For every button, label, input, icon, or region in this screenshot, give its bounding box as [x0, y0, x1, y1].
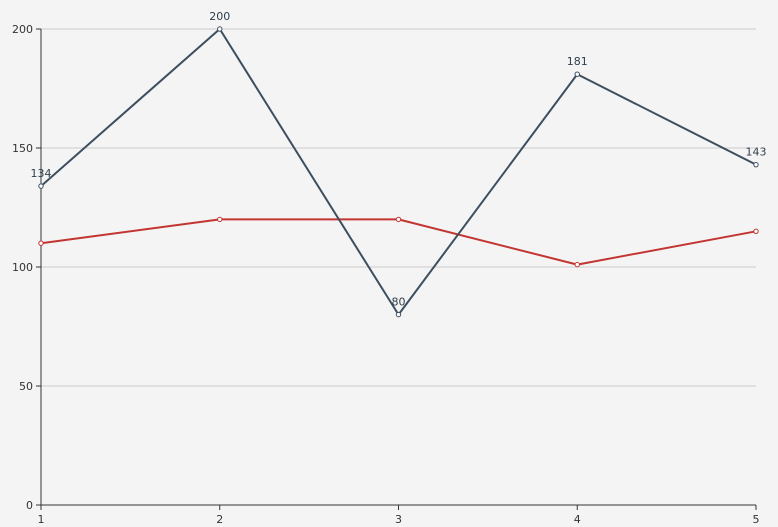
- series-0-point[interactable]: [574, 71, 580, 77]
- series-lines: [38, 26, 759, 318]
- y-tick-label: 0: [26, 499, 33, 512]
- series-1-point[interactable]: [574, 261, 580, 268]
- y-tick-label: 50: [19, 380, 33, 393]
- x-tick-label: 3: [395, 513, 402, 526]
- series-line-0: [40, 28, 757, 316]
- data-labels: 134 200 80 181 143: [31, 10, 767, 309]
- series-1-point[interactable]: [38, 240, 44, 246]
- y-tick-label: 150: [12, 142, 33, 155]
- x-tick-label: 1: [38, 513, 45, 526]
- axes: 0 50 100 150 200 1 2 3 4 5: [12, 23, 760, 526]
- data-label: 143: [746, 146, 767, 159]
- series-0-point[interactable]: [395, 311, 402, 318]
- grid-lines: [41, 28, 756, 387]
- data-label: 181: [567, 55, 588, 68]
- y-tick-label: 100: [12, 261, 33, 274]
- series-0-point[interactable]: [753, 161, 759, 168]
- series-0-point[interactable]: [217, 26, 223, 32]
- y-tick-label: 200: [12, 23, 33, 36]
- series-1-point[interactable]: [395, 216, 402, 223]
- series-1-point[interactable]: [753, 228, 759, 235]
- data-label: 134: [31, 167, 52, 180]
- x-tick-label: 2: [216, 513, 223, 526]
- x-tick-label: 4: [574, 513, 581, 526]
- data-label: 200: [209, 10, 230, 23]
- data-label: 80: [392, 296, 406, 309]
- series-line-1: [40, 218, 757, 266]
- series-0-point[interactable]: [38, 183, 44, 189]
- x-tick-label: 5: [753, 513, 760, 526]
- series-1-point[interactable]: [217, 216, 223, 223]
